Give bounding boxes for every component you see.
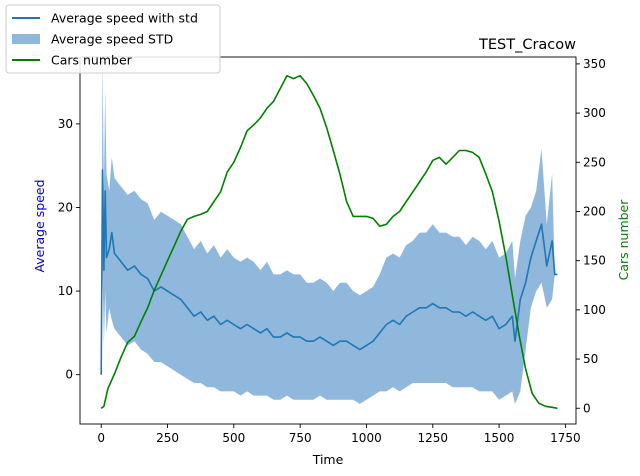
x-tick-label: 1250 [417,431,448,445]
y2-tick-label: 100 [583,303,606,317]
x-tick-label: 1000 [351,431,382,445]
chart-title: TEST_Cracow [478,37,576,53]
x-tick-label: 0 [97,431,105,445]
y-tick-label: 10 [58,284,73,298]
x-tick-label: 250 [156,431,179,445]
y2-tick-label: 50 [583,352,598,366]
y-tick-label: 20 [58,200,73,214]
y2-tick-label: 350 [583,57,606,71]
y2-tick-label: 150 [583,254,606,268]
std-band [101,57,558,404]
legend: Average speed with std Average speed STD C… [5,4,221,74]
series-average-speed [100,169,558,375]
legend-label: Cars number [51,53,133,68]
legend-label: Average speed STD [51,32,173,47]
x-axis-label: Time [312,452,344,467]
y-axis-label: Average speed [32,179,47,272]
y2-tick-label: 200 [583,204,606,218]
legend-swatch [12,34,40,44]
plot-area [100,57,558,410]
y2-tick-label: 0 [583,401,591,415]
y-tick-label: 30 [58,117,73,131]
y2-tick-label: 300 [583,106,606,120]
x-tick-label: 750 [289,431,312,445]
legend-label: Average speed with std [51,11,198,26]
y2-axis-label: Cars number [616,199,631,281]
axes: 0 250 500 750 1000 1250 1500 175001020300501001… [58,56,606,445]
series-cars-number [100,74,558,410]
y-tick-label: 0 [65,368,73,382]
plot-frame [79,56,577,425]
legend-box [5,4,221,74]
y2-tick-label: 250 [583,155,606,169]
x-tick-label: 1500 [484,431,515,445]
x-tick-label: 500 [222,431,245,445]
x-tick-label: 1750 [550,431,581,445]
